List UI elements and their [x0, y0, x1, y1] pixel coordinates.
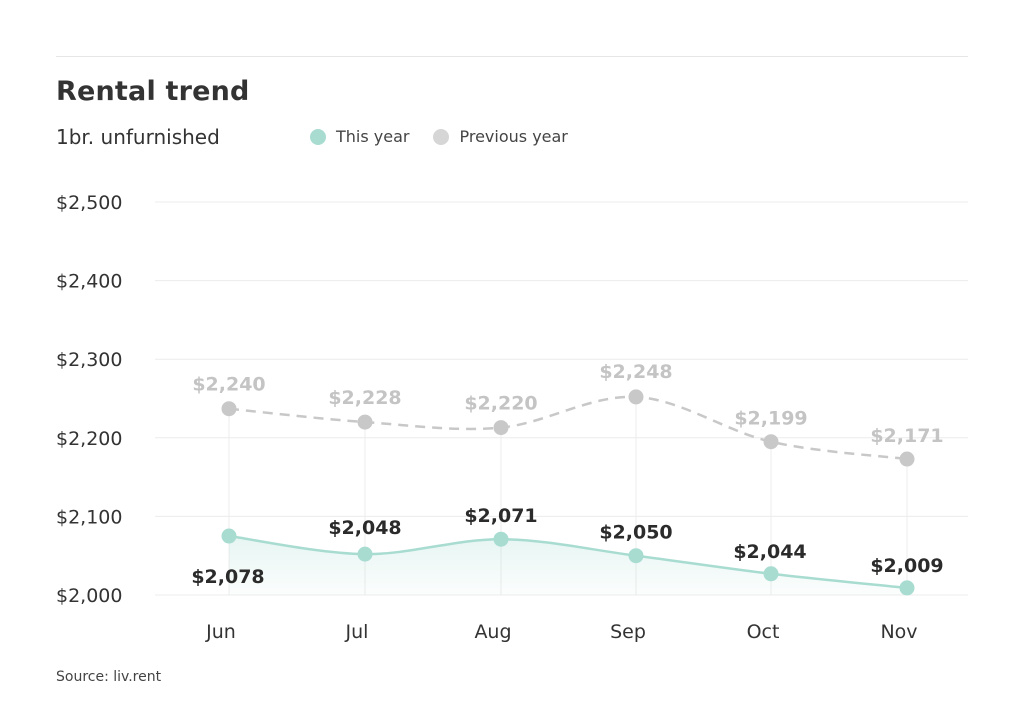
- data-label-this-year: $2,050: [599, 522, 672, 544]
- x-tick-label: Jun: [205, 621, 236, 643]
- x-tick-label: Oct: [747, 621, 780, 643]
- top-divider: [56, 56, 968, 57]
- y-tick-label: $2,400: [56, 271, 122, 293]
- y-tick-label: $2,000: [56, 585, 122, 607]
- x-tick-label: Jul: [345, 621, 369, 643]
- data-point-this-year: [221, 528, 237, 544]
- data-label-previous-year: $2,171: [870, 425, 943, 447]
- legend-item-previous-year: Previous year: [433, 127, 568, 146]
- data-point-previous-year: [899, 451, 915, 467]
- grid-layer: [155, 201, 968, 596]
- source-note: Source: liv.rent: [56, 669, 162, 685]
- data-point-this-year: [628, 548, 644, 564]
- legend-swatch-previous-year: [433, 128, 450, 145]
- data-point-previous-year: [628, 389, 644, 405]
- chart-subtitle: 1br. unfurnished: [56, 125, 220, 149]
- x-tick-label: Nov: [880, 621, 917, 643]
- legend-swatch-this-year: [310, 128, 326, 145]
- data-label-this-year: $2,071: [464, 505, 537, 527]
- data-label-this-year: $2,078: [191, 566, 264, 588]
- series-layer: [221, 389, 915, 596]
- series-area-this-year: [229, 536, 907, 595]
- y-tick-label: $2,300: [56, 349, 122, 371]
- y-tick-label: $2,200: [56, 428, 122, 450]
- series-line-this-year: [228, 534, 908, 590]
- data-label-previous-year: $2,240: [192, 374, 265, 396]
- data-label-previous-year: $2,220: [464, 393, 537, 415]
- data-label-this-year: $2,044: [733, 541, 806, 563]
- data-point-this-year: [493, 531, 509, 547]
- data-point-previous-year: [493, 420, 509, 436]
- x-tick-label: Sep: [610, 621, 646, 643]
- data-point-this-year: [763, 566, 779, 582]
- data-label-previous-year: $2,228: [328, 387, 401, 409]
- data-label-this-year: $2,009: [870, 555, 943, 577]
- legend-label-this-year: This year: [336, 127, 410, 146]
- legend-label-previous-year: Previous year: [459, 127, 568, 146]
- chart-title: Rental trend: [56, 76, 250, 107]
- y-tick-label: $2,500: [56, 192, 122, 214]
- x-axis: Jun Jul Aug Sep Oct Nov: [205, 621, 917, 643]
- data-label-previous-year: $2,199: [734, 408, 807, 430]
- data-point-this-year: [357, 546, 373, 562]
- data-label-this-year: $2,048: [328, 517, 401, 539]
- y-tick-label: $2,100: [56, 506, 122, 528]
- chart-legend: This year Previous year: [310, 127, 592, 146]
- y-axis: $2,000 $2,100 $2,200 $2,300 $2,400 $2,500: [56, 192, 122, 607]
- series-line-previous-year: [228, 395, 908, 461]
- data-label-layer: $2,078 $2,048 $2,071 $2,050 $2,044 $2,009 $2,2…: [191, 361, 943, 588]
- x-tick-label: Aug: [474, 621, 511, 643]
- data-point-previous-year: [357, 414, 373, 430]
- data-point-previous-year: [221, 401, 237, 417]
- data-point-previous-year: [763, 434, 779, 450]
- legend-item-this-year: This year: [310, 127, 409, 146]
- data-label-previous-year: $2,248: [599, 361, 672, 383]
- data-point-this-year: [899, 580, 915, 596]
